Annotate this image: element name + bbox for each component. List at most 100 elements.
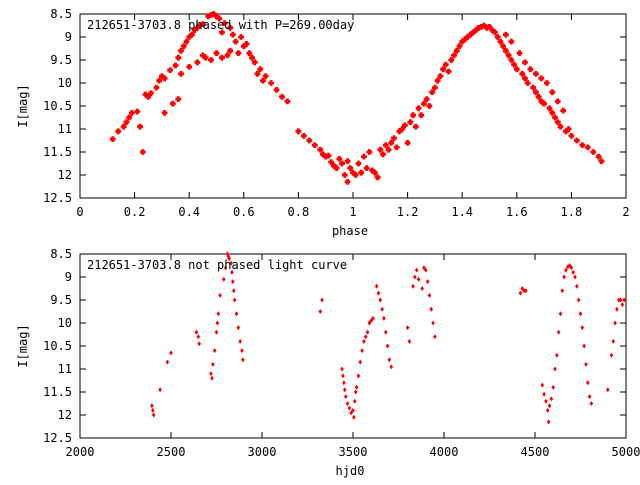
data-point	[413, 274, 417, 280]
data-point	[544, 398, 548, 404]
data-point	[385, 343, 390, 349]
data-point	[262, 73, 269, 79]
data-point	[358, 169, 365, 176]
data-point	[279, 93, 285, 100]
y-tick-label: 11.5	[43, 385, 72, 399]
data-point	[416, 276, 421, 282]
data-point	[579, 142, 586, 148]
data-point	[234, 311, 239, 317]
phased-light-curve-panel: 0 0.2 0.4 0.6 0.8 1 1.2 1.4 1.6 1.8 2 8.5 9 9.5 10 10.5…	[16, 7, 630, 238]
data-point	[311, 142, 318, 148]
data-point	[344, 158, 351, 165]
y-tick-label: 12	[58, 408, 72, 422]
data-point	[456, 43, 463, 50]
y-tick-label: 10	[58, 76, 72, 90]
chart-title: 212651-3703.8 phased with P=269.00day	[87, 18, 354, 32]
data-point	[580, 325, 585, 331]
data-point	[546, 419, 551, 425]
data-point	[214, 329, 219, 335]
data-point	[213, 50, 220, 56]
y-tick-label: 8.5	[50, 247, 72, 261]
data-point	[343, 387, 347, 393]
data-point	[300, 133, 307, 139]
data-point	[347, 405, 352, 411]
data-point	[433, 334, 437, 340]
data-point	[387, 357, 392, 363]
data-point	[151, 412, 156, 418]
data-point	[492, 29, 498, 36]
data-point	[224, 52, 231, 59]
x-tick-label: 4500	[521, 445, 550, 459]
data-point	[546, 105, 553, 112]
data-point	[356, 373, 361, 379]
data-point	[558, 311, 563, 317]
data-point	[240, 348, 244, 354]
data-point	[212, 348, 217, 354]
data-point	[589, 401, 594, 406]
data-point	[371, 315, 375, 321]
data-point	[165, 359, 170, 365]
data-point	[522, 75, 528, 82]
data-point	[189, 31, 195, 38]
data-point	[437, 73, 444, 79]
y-tick-label: 12	[58, 168, 72, 182]
data-point	[362, 338, 366, 344]
data-point	[527, 66, 534, 73]
data-point	[502, 31, 509, 38]
data-points	[109, 11, 605, 185]
data-point	[216, 311, 221, 317]
data-point	[317, 146, 324, 153]
y-tick-label: 12.5	[43, 431, 72, 445]
data-point	[208, 57, 214, 63]
data-point	[257, 66, 264, 73]
data-point	[421, 100, 427, 107]
data-point	[374, 283, 379, 289]
data-point	[618, 297, 623, 303]
data-point	[137, 123, 143, 130]
data-point	[320, 297, 324, 303]
data-point	[393, 144, 400, 151]
x-tick-label: 0.2	[124, 205, 146, 219]
data-point	[440, 66, 446, 73]
data-point	[167, 67, 173, 74]
data-point	[139, 149, 146, 155]
data-point	[156, 77, 163, 84]
data-point	[377, 146, 384, 153]
data-point	[211, 361, 215, 367]
x-tick-label: 0.4	[178, 205, 200, 219]
data-point	[584, 144, 591, 151]
data-point	[407, 338, 412, 344]
data-point	[216, 15, 223, 22]
data-point	[196, 334, 201, 340]
data-point	[613, 320, 617, 326]
data-point	[229, 31, 236, 38]
data-point	[374, 174, 381, 181]
data-point	[569, 265, 574, 271]
data-point	[325, 152, 332, 159]
data-point	[365, 329, 370, 335]
x-tick-label: 2500	[157, 445, 186, 459]
data-point	[382, 315, 386, 321]
data-point	[219, 29, 225, 36]
data-point	[238, 338, 242, 344]
data-point	[273, 87, 280, 93]
data-point	[175, 96, 182, 102]
data-point	[153, 84, 160, 91]
data-point	[556, 329, 561, 335]
data-point	[425, 279, 430, 285]
data-point	[616, 297, 621, 303]
data-point	[363, 165, 370, 171]
data-point	[352, 172, 359, 178]
data-point	[339, 160, 345, 167]
data-point	[380, 306, 384, 312]
data-point	[161, 75, 168, 82]
axis-ticks: 2000 2500 3000 3500 4000 4500 5000 8.5 9 9.5 10 10.…	[43, 247, 640, 459]
x-tick-label: 0.8	[288, 205, 310, 219]
x-tick-label: 3500	[339, 445, 368, 459]
data-point	[533, 70, 539, 77]
data-point	[360, 348, 364, 354]
data-point	[497, 38, 504, 45]
y-tick-label: 10	[58, 316, 72, 330]
x-axis-label: hjd0	[336, 464, 365, 478]
